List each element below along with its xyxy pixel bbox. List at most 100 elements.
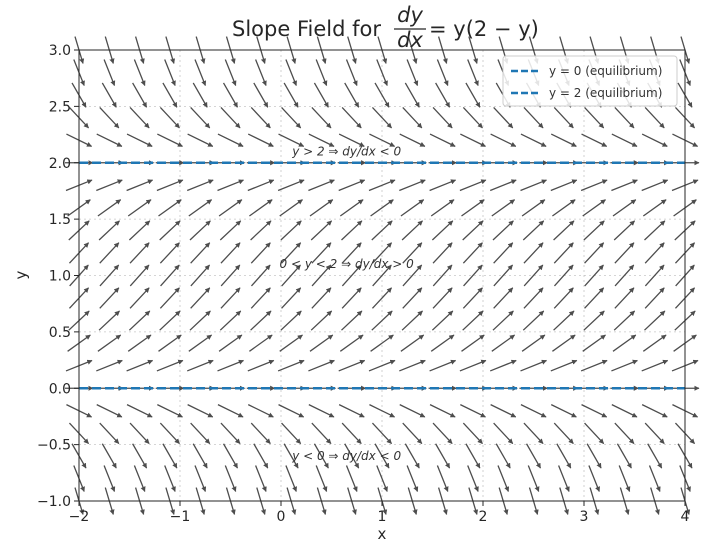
slope-arrow: [189, 220, 211, 241]
slope-arrow: [99, 106, 120, 129]
slope-arrow: [522, 310, 545, 331]
slope-arrow: [369, 133, 396, 147]
slope-arrow: [401, 220, 423, 241]
slope-arrow: [98, 220, 120, 241]
slope-arrow: [374, 443, 390, 469]
slope-arrow: [250, 287, 271, 309]
slope-arrow: [341, 242, 362, 264]
slope-arrow: [402, 264, 423, 287]
slope-arrow: [250, 422, 271, 445]
x-tick-label: 3: [580, 509, 589, 525]
slope-arrow: [339, 199, 364, 217]
slope-arrow: [492, 220, 514, 241]
slope-arrow: [247, 404, 274, 418]
slope-arrow: [460, 133, 486, 147]
slope-arrow: [194, 465, 207, 492]
slope-arrow: [465, 443, 481, 469]
slope-arrow: [126, 359, 154, 372]
slope-arrow: [217, 133, 244, 147]
slope-arrow: [308, 359, 335, 372]
slope-arrow: [370, 199, 394, 217]
slope-arrow: [376, 465, 388, 492]
slope-arrow: [368, 359, 396, 372]
slope-arrow: [99, 287, 120, 309]
slope-arrow: [247, 359, 275, 372]
slope-arrow: [156, 359, 184, 372]
slope-arrow: [521, 334, 546, 352]
slope-arrow: [279, 334, 303, 352]
slope-arrow: [642, 334, 667, 352]
slope-arrow: [187, 404, 214, 418]
slope-arrow: [308, 404, 335, 418]
slope-arrow: [467, 59, 479, 87]
slope-arrow: [611, 359, 638, 372]
slope-arrow: [98, 310, 120, 331]
slope-arrow: [249, 199, 273, 217]
slope-arrow: [194, 59, 207, 87]
slope-arrow: [493, 106, 514, 129]
slope-arrow: [431, 310, 454, 331]
slope-arrow: [219, 220, 242, 241]
slope-arrow: [250, 106, 271, 129]
slope-arrow: [308, 133, 335, 147]
slope-arrow: [492, 310, 514, 331]
slope-arrow: [644, 264, 665, 287]
slope-arrow: [580, 179, 608, 192]
slope-arrow: [368, 179, 396, 192]
slope-arrow: [345, 59, 358, 87]
slope-arrow: [371, 310, 393, 331]
slope-arrow: [491, 199, 516, 217]
slope-arrow: [220, 242, 241, 264]
slope-arrow: [162, 82, 178, 108]
slope-arrow: [581, 404, 608, 418]
slope-arrow: [399, 404, 426, 418]
slope-arrow: [611, 404, 638, 418]
slope-arrow: [648, 465, 661, 492]
slope-arrow: [159, 106, 180, 129]
slope-arrow: [491, 334, 516, 352]
slope-arrow: [308, 179, 335, 192]
slope-arrow: [96, 404, 123, 418]
slope-arrow: [277, 179, 305, 192]
slope-arrow: [341, 310, 363, 331]
slope-arrow: [220, 106, 241, 129]
slope-arrow: [495, 443, 511, 469]
slope-arrow: [436, 465, 449, 492]
slope-arrow: [281, 242, 302, 264]
slope-arrow: [461, 334, 485, 352]
slope-arrow: [250, 264, 271, 287]
y-tick-label: 1.5: [49, 212, 71, 228]
slope-arrow: [523, 106, 544, 129]
slope-arrow: [613, 220, 636, 241]
x-tick-label: −1: [170, 509, 191, 525]
y-axis-label: y: [12, 270, 30, 279]
slope-arrow: [429, 359, 457, 372]
slope-arrow: [490, 404, 517, 418]
slope-arrow: [339, 334, 364, 352]
slope-arrow: [644, 242, 665, 264]
slope-arrow: [402, 106, 423, 129]
slope-arrow: [644, 422, 665, 445]
slope-arrow: [614, 242, 635, 264]
slope-arrow: [435, 443, 451, 469]
slope-arrow: [281, 264, 301, 287]
slope-arrow: [376, 59, 388, 87]
slope-arrow: [309, 334, 334, 352]
slope-arrow: [432, 287, 453, 309]
slope-arrow: [133, 59, 146, 87]
slope-arrow: [641, 179, 669, 192]
slope-arrow: [250, 242, 271, 264]
slope-arrow: [311, 264, 332, 287]
slope-arrow: [432, 106, 453, 129]
slope-arrow: [527, 465, 540, 492]
slope-arrow: [430, 199, 455, 217]
slope-arrow: [371, 106, 393, 129]
slope-arrow: [190, 106, 211, 129]
slope-arrow: [103, 465, 116, 492]
slope-arrow: [164, 59, 176, 87]
slope-arrow: [462, 422, 483, 445]
slope-arrow: [402, 242, 423, 264]
slope-arrow: [584, 264, 604, 287]
slope-arrow: [129, 287, 150, 309]
slope-arrow: [132, 82, 148, 108]
